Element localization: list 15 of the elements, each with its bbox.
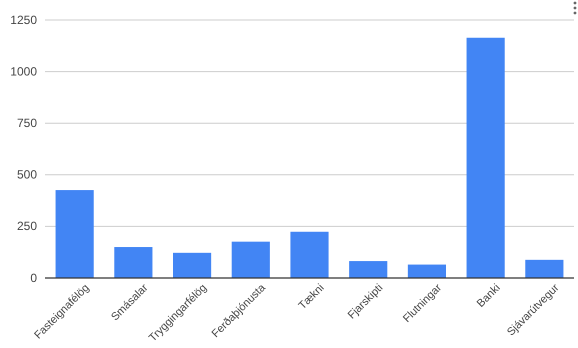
bar <box>466 38 505 278</box>
y-tick-label: 1000 <box>10 64 38 78</box>
y-tick-label: 500 <box>16 168 38 182</box>
y-tick-label: 0 <box>30 270 38 285</box>
bar <box>114 247 152 278</box>
y-tick-label: 1250 <box>10 12 38 27</box>
bar <box>56 190 94 278</box>
bar <box>290 232 329 278</box>
bar <box>408 264 446 278</box>
y-tick-label: 750 <box>16 116 38 130</box>
y-tick-label: 250 <box>16 219 38 234</box>
bar <box>525 260 564 278</box>
bar <box>349 261 388 278</box>
bar <box>232 242 270 278</box>
bar <box>172 252 212 278</box>
